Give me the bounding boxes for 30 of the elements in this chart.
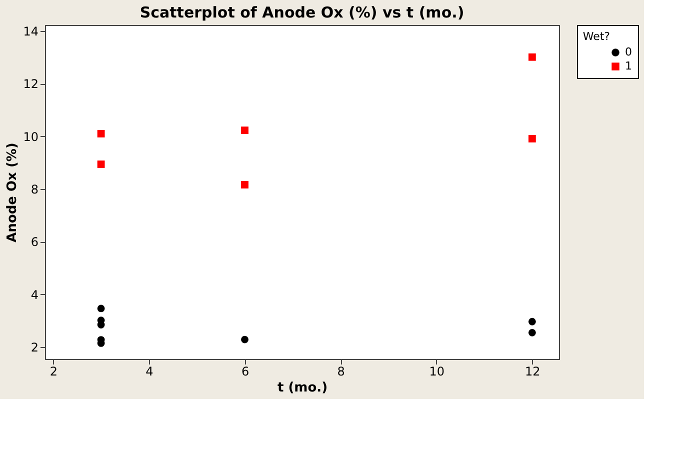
point [528, 328, 536, 336]
x-tick-label: 8 [337, 364, 345, 378]
point [528, 53, 536, 61]
legend-label: 1 [625, 60, 632, 72]
point [97, 160, 105, 168]
x-tick-label: 4 [146, 364, 154, 378]
point [97, 304, 105, 312]
x-tick-label: 10 [429, 364, 445, 378]
legend-title: Wet? [582, 30, 610, 43]
point [97, 130, 105, 138]
x-tick-label: 12 [525, 364, 540, 378]
point [528, 134, 536, 142]
y-axis-title: Anode Ox (%) [5, 142, 20, 242]
y-tick-label: 14 [23, 24, 38, 39]
point [241, 336, 248, 344]
x-tick-label: 6 [241, 364, 250, 378]
y-tick-label: 2 [30, 340, 38, 354]
y-tick-label: 10 [23, 130, 38, 144]
point [241, 126, 248, 134]
y-tick-label: 8 [30, 182, 38, 196]
point [97, 321, 105, 328]
chart-title: Scatterplot of Anode Ox (%) vs t (mo.) [140, 4, 464, 22]
y-tick-label: 12 [23, 77, 38, 92]
legend-label: 0 [625, 46, 632, 58]
y-tick-label: 4 [30, 288, 38, 302]
point [241, 181, 248, 188]
x-tick-label: 2 [50, 364, 58, 378]
x-axis-title: t (mo.) [277, 380, 328, 396]
y-tick-label: 6 [30, 235, 38, 250]
point [528, 318, 536, 326]
